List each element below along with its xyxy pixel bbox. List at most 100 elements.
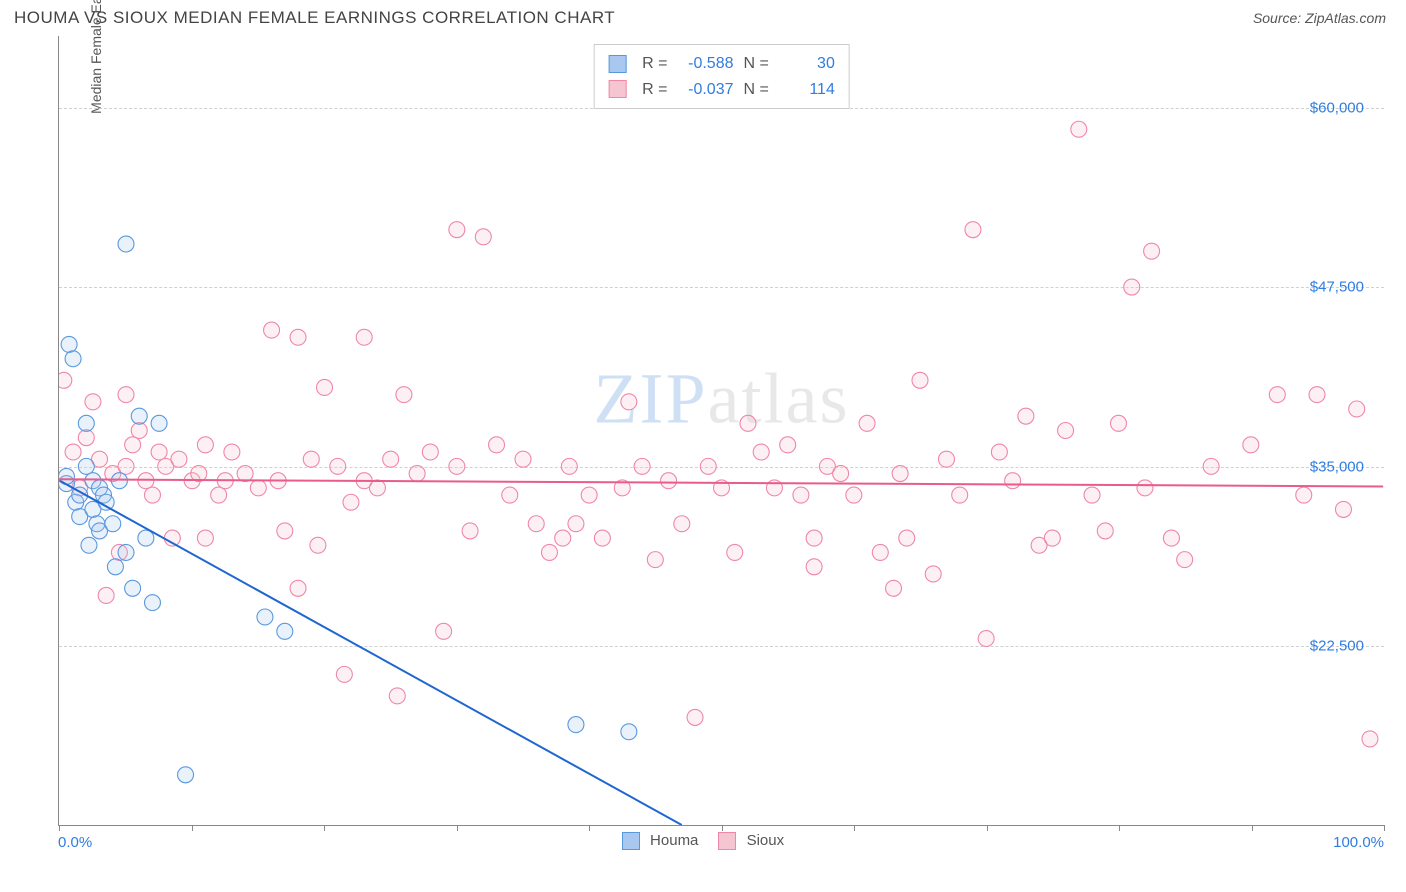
data-point <box>310 537 326 553</box>
data-point <box>674 516 690 532</box>
data-point <box>78 458 94 474</box>
data-point <box>144 487 160 503</box>
data-point <box>118 458 134 474</box>
plot-area: ZIPatlas R = -0.588 N = 30 R = -0.037 N … <box>58 36 1384 826</box>
data-point <box>515 451 531 467</box>
data-point <box>541 544 557 560</box>
data-point <box>111 473 127 489</box>
data-point <box>621 394 637 410</box>
data-point <box>197 530 213 546</box>
data-point <box>151 444 167 460</box>
data-point <box>250 480 266 496</box>
legend-item-houma: Houma <box>622 832 699 850</box>
houma-legend-label: Houma <box>650 832 698 849</box>
data-point <box>846 487 862 503</box>
data-point <box>1084 487 1100 503</box>
data-point <box>178 767 194 783</box>
data-point <box>1144 243 1160 259</box>
data-point <box>422 444 438 460</box>
data-point <box>290 329 306 345</box>
data-point <box>118 544 134 560</box>
data-point <box>1335 501 1351 517</box>
data-point <box>65 444 81 460</box>
data-point <box>912 372 928 388</box>
data-point <box>81 537 97 553</box>
sioux-swatch-icon <box>608 80 626 98</box>
r-label: R = <box>642 77 667 103</box>
legend-item-sioux: Sioux <box>718 832 784 850</box>
data-point <box>806 530 822 546</box>
data-point <box>396 387 412 403</box>
data-point <box>581 487 597 503</box>
data-point <box>925 566 941 582</box>
data-point <box>833 466 849 482</box>
data-point <box>1163 530 1179 546</box>
data-point <box>727 544 743 560</box>
data-point <box>317 379 333 395</box>
data-point <box>634 458 650 474</box>
data-point <box>151 415 167 431</box>
data-point <box>125 580 141 596</box>
data-point <box>436 623 452 639</box>
data-point <box>449 458 465 474</box>
data-point <box>78 415 94 431</box>
data-point <box>1111 415 1127 431</box>
houma-swatch-icon <box>608 55 626 73</box>
data-point <box>489 437 505 453</box>
data-point <box>1044 530 1060 546</box>
data-point <box>78 430 94 446</box>
n-label: N = <box>744 51 769 77</box>
data-point <box>1269 387 1285 403</box>
data-point <box>85 394 101 410</box>
data-point <box>806 559 822 575</box>
data-point <box>211 487 227 503</box>
data-point <box>1018 408 1034 424</box>
data-point <box>892 466 908 482</box>
correlation-legend: R = -0.588 N = 30 R = -0.037 N = 114 <box>593 44 850 109</box>
data-point <box>1124 279 1140 295</box>
sioux-legend-label: Sioux <box>747 832 785 849</box>
data-point <box>594 530 610 546</box>
data-point <box>277 523 293 539</box>
data-point <box>555 530 571 546</box>
source-attribution: Source: ZipAtlas.com <box>1253 10 1386 26</box>
data-point <box>561 458 577 474</box>
chart-title: HOUMA VS SIOUX MEDIAN FEMALE EARNINGS CO… <box>14 8 615 28</box>
data-point <box>462 523 478 539</box>
data-point <box>264 322 280 338</box>
data-point <box>330 458 346 474</box>
data-point <box>872 544 888 560</box>
data-point <box>118 387 134 403</box>
correlation-row-houma: R = -0.588 N = 30 <box>608 51 835 77</box>
regression-line <box>60 481 682 825</box>
data-point <box>131 423 147 439</box>
data-point <box>1005 473 1021 489</box>
data-point <box>107 559 123 575</box>
data-point <box>224 444 240 460</box>
series-legend: Houma Sioux <box>12 832 1394 850</box>
data-point <box>409 466 425 482</box>
data-point <box>1362 731 1378 747</box>
data-point <box>859 415 875 431</box>
data-point <box>290 580 306 596</box>
data-point <box>978 631 994 647</box>
data-point <box>336 666 352 682</box>
data-point <box>952 487 968 503</box>
data-point <box>938 451 954 467</box>
data-point <box>144 595 160 611</box>
data-point <box>369 480 385 496</box>
data-point <box>965 222 981 238</box>
data-point <box>793 487 809 503</box>
data-point <box>753 444 769 460</box>
data-point <box>237 466 253 482</box>
data-point <box>780 437 796 453</box>
data-point <box>59 372 72 388</box>
data-point <box>1309 387 1325 403</box>
data-point <box>383 451 399 467</box>
scatter-svg <box>59 36 1384 825</box>
data-point <box>1097 523 1113 539</box>
houma-n-value: 30 <box>779 51 835 77</box>
data-point <box>1203 458 1219 474</box>
data-point <box>105 516 121 532</box>
data-point <box>303 451 319 467</box>
